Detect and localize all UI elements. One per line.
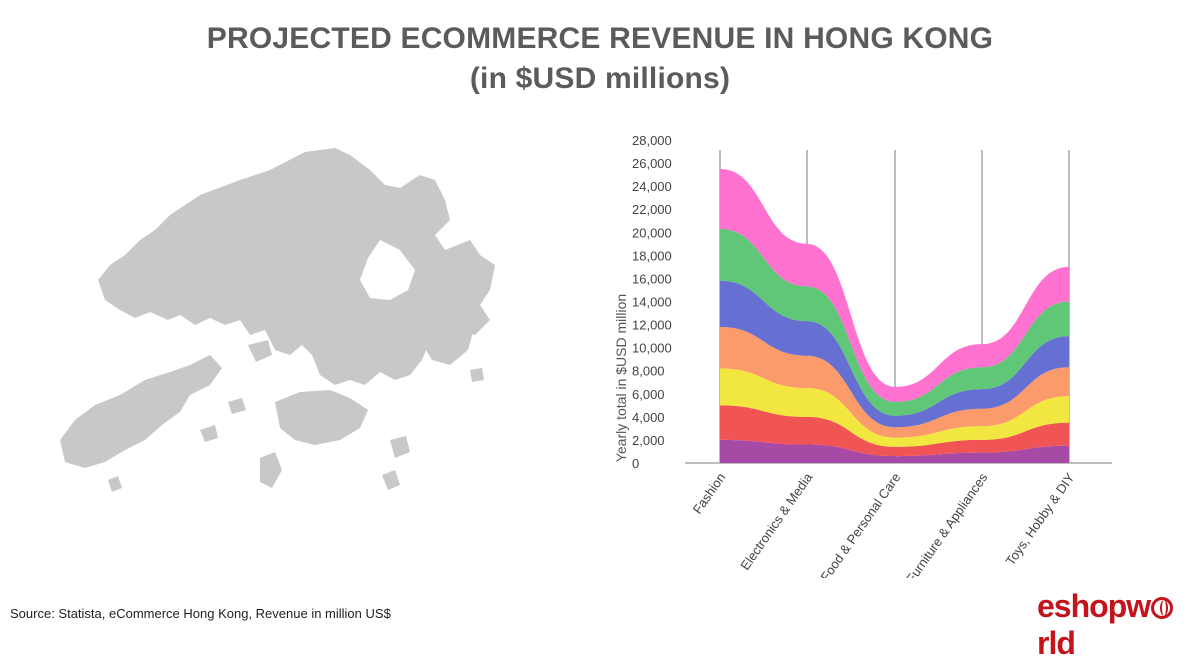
chart-title: PROJECTED ECOMMERCE REVENUE IN HONG KONG [206, 22, 994, 55]
y-tick-label: 22,000 [632, 202, 672, 217]
y-tick-label: 24,000 [632, 179, 672, 194]
hong-kong-map-icon [60, 148, 495, 492]
stacked-area-chart: 28,000 26,000 24,000 22,000 20,000 18,000 16,0… [613, 133, 1112, 578]
y-tick-label: 26,000 [632, 156, 672, 171]
y-tick-label: 6,000 [632, 387, 665, 402]
y-axis-label: Yearly total in $USD million [613, 294, 629, 462]
y-tick-label: 20,000 [632, 225, 672, 240]
area-series-5 [720, 280, 1069, 428]
x-tick-label: Food & Personal Care [817, 470, 903, 578]
y-tick-label: 8,000 [632, 364, 665, 379]
y-tick-label: 16,000 [632, 271, 672, 286]
x-tick-label: Electronics & Media [737, 469, 816, 572]
area-series-3 [720, 368, 1069, 447]
x-tick-label: Toys, Hobby & DIY [1003, 470, 1078, 568]
y-tick-label: 28,000 [632, 133, 672, 148]
globe-icon [1151, 597, 1174, 619]
y-tick-label: 18,000 [632, 248, 672, 263]
y-tick-label: 2,000 [632, 433, 665, 448]
x-tick-label: Furniture & Appliances [903, 470, 991, 578]
area-series-6 [720, 228, 1069, 416]
y-tick-label: 12,000 [632, 318, 672, 333]
source-note: Source: Statista, eCommerce Hong Kong, R… [10, 606, 391, 621]
y-tick-label: 10,000 [632, 341, 672, 356]
y-tick-label: 4,000 [632, 410, 665, 425]
area-series-2 [720, 405, 1069, 457]
area-series-1 [720, 439, 1069, 463]
chart-subtitle: (in $USD millions) [469, 62, 731, 95]
area-series-4 [720, 326, 1069, 438]
x-tick-label: Fashion [690, 470, 729, 516]
y-tick-label: 0 [632, 456, 639, 471]
eshopworld-logo: eshopwrld [1037, 588, 1200, 662]
y-tick-label: 14,000 [632, 295, 672, 310]
